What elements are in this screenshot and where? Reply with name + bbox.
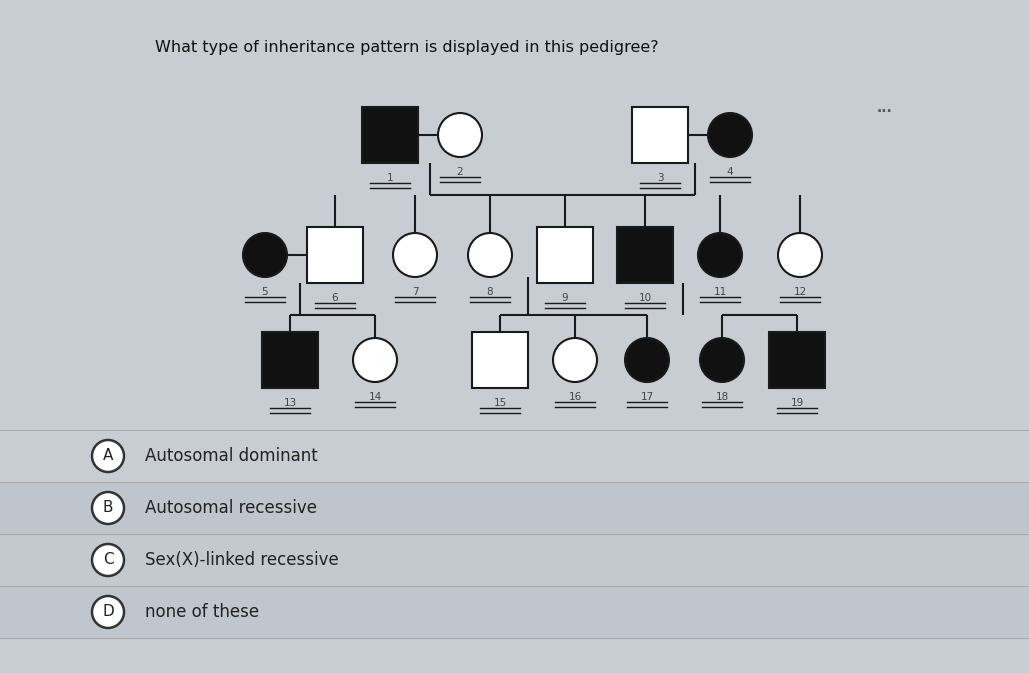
Bar xyxy=(262,332,318,388)
Text: 12: 12 xyxy=(793,287,807,297)
Circle shape xyxy=(778,233,822,277)
Circle shape xyxy=(700,338,744,382)
Bar xyxy=(537,227,593,283)
Text: Sex(X)-linked recessive: Sex(X)-linked recessive xyxy=(145,551,339,569)
Bar xyxy=(0,430,1029,482)
Text: C: C xyxy=(103,553,113,567)
Bar xyxy=(0,482,1029,534)
Text: 1: 1 xyxy=(387,173,393,183)
Text: 4: 4 xyxy=(726,167,734,177)
Text: D: D xyxy=(102,604,114,620)
Circle shape xyxy=(243,233,287,277)
Circle shape xyxy=(92,440,125,472)
Text: 9: 9 xyxy=(562,293,568,303)
Bar xyxy=(362,107,418,163)
Circle shape xyxy=(468,233,512,277)
Text: 17: 17 xyxy=(640,392,653,402)
Circle shape xyxy=(92,492,125,524)
Text: 19: 19 xyxy=(790,398,804,408)
Text: Autosomal recessive: Autosomal recessive xyxy=(145,499,317,517)
Circle shape xyxy=(393,233,437,277)
Text: A: A xyxy=(103,448,113,464)
Bar xyxy=(307,227,363,283)
Text: 8: 8 xyxy=(487,287,493,297)
Circle shape xyxy=(708,113,752,157)
Circle shape xyxy=(92,544,125,576)
Circle shape xyxy=(92,596,125,628)
Text: What type of inheritance pattern is displayed in this pedigree?: What type of inheritance pattern is disp… xyxy=(155,40,659,55)
Text: 6: 6 xyxy=(331,293,339,303)
Text: 5: 5 xyxy=(261,287,269,297)
Circle shape xyxy=(625,338,669,382)
Text: 2: 2 xyxy=(457,167,463,177)
Text: 15: 15 xyxy=(493,398,506,408)
Circle shape xyxy=(553,338,597,382)
Bar xyxy=(617,227,673,283)
Text: ...: ... xyxy=(877,101,893,115)
Text: 11: 11 xyxy=(713,287,726,297)
Text: Autosomal dominant: Autosomal dominant xyxy=(145,447,318,465)
Circle shape xyxy=(698,233,742,277)
Bar xyxy=(769,332,825,388)
Text: 10: 10 xyxy=(638,293,651,303)
Text: 16: 16 xyxy=(568,392,581,402)
Bar xyxy=(0,534,1029,586)
Bar xyxy=(472,332,528,388)
Text: 7: 7 xyxy=(412,287,419,297)
Bar xyxy=(632,107,688,163)
Text: 3: 3 xyxy=(657,173,664,183)
Text: 14: 14 xyxy=(368,392,382,402)
Circle shape xyxy=(438,113,482,157)
Text: B: B xyxy=(103,501,113,516)
Text: none of these: none of these xyxy=(145,603,259,621)
Text: 13: 13 xyxy=(283,398,296,408)
Circle shape xyxy=(353,338,397,382)
Text: 18: 18 xyxy=(715,392,729,402)
Bar xyxy=(0,586,1029,638)
